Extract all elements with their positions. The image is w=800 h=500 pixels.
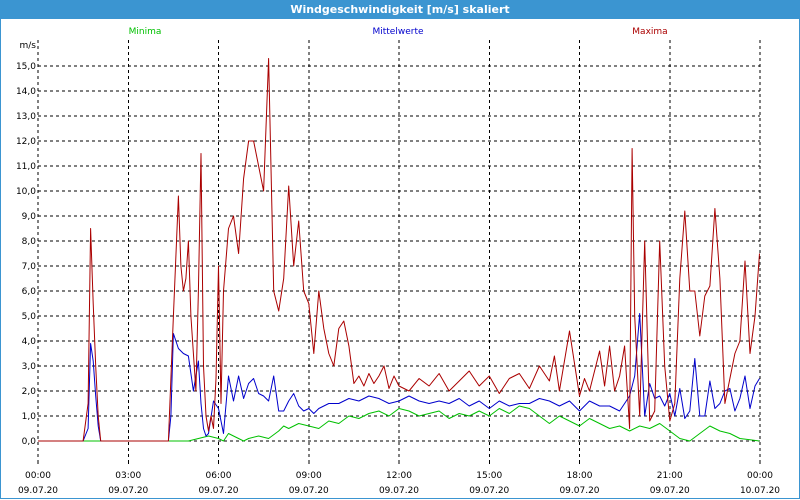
x-tick-date: 09.07.20 [18,486,58,496]
y-tick-label: 7,0 [22,262,37,272]
x-tick-date: 09.07.20 [379,486,419,496]
y-tick-label: 8,0 [22,237,37,247]
series-layer [38,58,760,442]
legend-layer: Minima Mittelwerte Maxima [129,27,668,37]
x-tick-time: 00:00 [25,471,51,481]
y-tick-label: 3,0 [22,362,37,372]
y-tick-label: 9,0 [22,212,37,222]
legend-minima: Minima [129,27,162,37]
x-tick-date: 09.07.20 [469,486,509,496]
y-tick-label: 0,0 [22,437,37,447]
title-bar [0,0,800,19]
y-tick-label: 13,0 [16,112,36,122]
series-line-minima [38,405,760,442]
series-line-maxima [38,58,760,442]
legend-maxima: Maxima [632,27,667,37]
x-tick-date: 09.07.20 [108,486,148,496]
y-tick-label: 2,0 [22,387,37,397]
y-tick-label: 14,0 [16,87,36,97]
y-tick-label: 12,0 [16,137,36,147]
x-tick-time: 09:00 [296,471,322,481]
x-tick-date: 09.07.20 [650,486,690,496]
y-tick-label: 15,0 [16,62,36,72]
legend-mittelwerte: Mittelwerte [372,27,423,37]
x-tick-date: 10.07.20 [740,486,780,496]
x-tick-time: 06:00 [206,471,232,481]
x-tick-time: 15:00 [476,471,502,481]
y-tick-label: 1,0 [22,412,37,422]
x-tick-date: 09.07.20 [198,486,238,496]
x-tick-time: 03:00 [115,471,141,481]
y-tick-label: 6,0 [22,287,37,297]
x-tick-date: 09.07.20 [289,486,329,496]
grid-layer [37,40,761,460]
y-tick-label: 10,0 [16,187,36,197]
y-tick-label: 5,0 [22,312,37,322]
series-line-mittelwerte [38,313,760,442]
window-title: Windgeschwindigkeit [m/s] skaliert [290,3,510,16]
x-tick-time: 18:00 [567,471,593,481]
x-tick-time: 00:00 [747,471,773,481]
x-tick-date: 09.07.20 [559,486,599,496]
axes-layer: 0,0 1,0 2,0 3,0 4,0 5,0 6,0 7,0 8,0 9,0 10,0 11,0 12… [16,41,780,496]
x-tick-time: 21:00 [657,471,683,481]
y-tick-label: 11,0 [16,162,36,172]
x-tick-time: 12:00 [386,471,412,481]
y-axis-unit: m/s [20,41,37,51]
y-tick-label: 4,0 [22,337,37,347]
